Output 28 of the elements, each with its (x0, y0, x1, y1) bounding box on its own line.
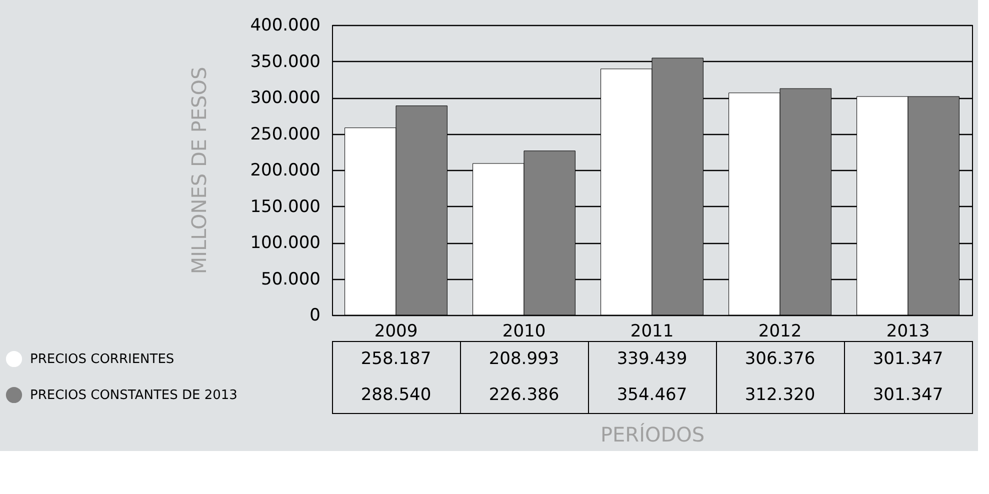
x-tick-label: 2013 (886, 322, 930, 342)
legend-label: PRECIOS CONSTANTES DE 2013 (30, 388, 238, 403)
x-tick-label: 2012 (758, 322, 802, 342)
x-tick-label: 2009 (374, 322, 418, 342)
data-label: 339.439 (616, 349, 688, 369)
data-label: 312.320 (744, 385, 816, 405)
y-axis-title: MILLONES DE PESOS (187, 66, 212, 274)
y-tick-label: 50.000 (261, 269, 320, 290)
x-tick-label: 2011 (630, 322, 674, 342)
legend-label: PRECIOS CORRIENTES (30, 352, 174, 367)
data-label: 301.347 (872, 349, 944, 369)
data-label: 226.386 (488, 385, 560, 405)
y-tick-label: 150.000 (250, 196, 320, 217)
data-label: 354.467 (616, 385, 688, 405)
data-label: 258.187 (360, 349, 432, 369)
y-tick-label: 300.000 (250, 88, 320, 108)
data-label: 208.993 (488, 349, 560, 369)
y-tick-label: 100.000 (250, 233, 320, 253)
data-label: 288.540 (360, 385, 432, 405)
y-tick-label: 350.000 (250, 52, 320, 72)
x-axis-title: PERÍODOS (600, 422, 705, 446)
y-tick-label: 200.000 (250, 160, 320, 180)
data-label: 301.347 (872, 385, 944, 405)
y-tick-label: 400.000 (250, 16, 320, 36)
y-tick-label: 0 (310, 306, 320, 326)
x-tick-label: 2010 (502, 322, 546, 342)
data-label: 306.376 (744, 349, 816, 369)
y-tick-label: 250.000 (250, 124, 320, 144)
